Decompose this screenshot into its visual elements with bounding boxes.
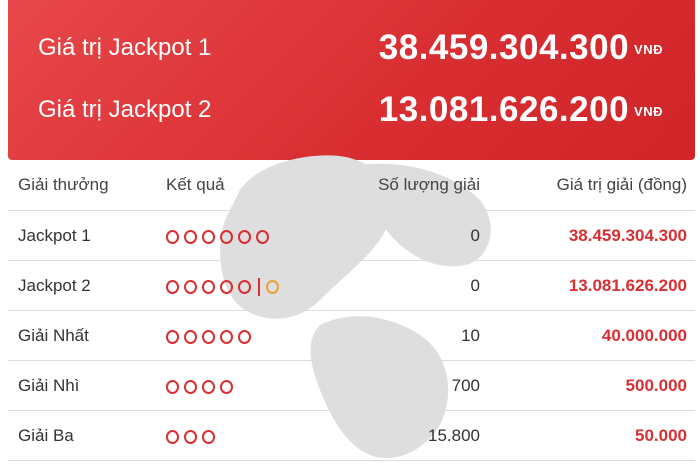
ball-icon bbox=[220, 229, 233, 244]
ball-icon bbox=[184, 429, 197, 444]
jackpot-1-row: Giá trị Jackpot 1 38.459.304.300 VNĐ bbox=[8, 28, 695, 68]
jackpot-2-value: 13.081.626.200 VNĐ bbox=[378, 90, 663, 129]
ball-icon bbox=[220, 329, 233, 344]
bonus-separator bbox=[258, 277, 260, 296]
jackpot-summary-banner: Giá trị Jackpot 1 38.459.304.300 VNĐ Giá … bbox=[8, 0, 695, 160]
prize-value: 40.000.000 bbox=[601, 326, 687, 345]
ball-icon bbox=[202, 429, 215, 444]
jackpot-1-value: 38.459.304.300 VNĐ bbox=[378, 28, 663, 67]
winner-count: 0 bbox=[470, 276, 480, 295]
ball-icon bbox=[238, 329, 251, 344]
winner-count: 0 bbox=[470, 226, 480, 245]
prize-name: Giải Nhì bbox=[18, 376, 80, 395]
ball-icon bbox=[166, 429, 179, 444]
clover-watermark-icon bbox=[220, 155, 491, 459]
winner-count: 700 bbox=[451, 376, 480, 395]
jackpot-2-label: Giá trị Jackpot 2 bbox=[38, 96, 212, 123]
bonus-ball-icon bbox=[266, 279, 279, 294]
ball-icon bbox=[202, 229, 215, 244]
prize-value: 50.000 bbox=[635, 426, 687, 445]
column-header-result: Kết quả bbox=[166, 175, 225, 194]
column-header-prize: Giải thưởng bbox=[18, 175, 109, 194]
ball-icon bbox=[202, 329, 215, 344]
table-row-jackpot-2: Jackpot 2 0 13.081.626.200 bbox=[8, 261, 695, 311]
table-header-row: Giải thưởng Kết quả Số lượng giải Giá tr… bbox=[8, 160, 695, 211]
ball-icon bbox=[184, 279, 197, 294]
result-balls bbox=[166, 261, 284, 311]
ball-icon bbox=[238, 229, 251, 244]
column-header-value: Giá trị giải (đồng) bbox=[556, 175, 687, 194]
prize-name: Giải Ba bbox=[18, 426, 74, 445]
result-balls bbox=[166, 411, 220, 461]
ball-icon bbox=[220, 279, 233, 294]
winner-count: 15.800 bbox=[428, 426, 480, 445]
ball-icon bbox=[166, 329, 179, 344]
table-row-first-prize: Giải Nhất 10 40.000.000 bbox=[8, 311, 695, 361]
jackpot-2-row: Giá trị Jackpot 2 13.081.626.200 VNĐ bbox=[8, 90, 695, 130]
table-row-second-prize: Giải Nhì 700 500.000 bbox=[8, 361, 695, 411]
ball-icon bbox=[220, 379, 233, 394]
prize-name: Giải Nhất bbox=[18, 326, 89, 345]
ball-icon bbox=[166, 279, 179, 294]
ball-icon bbox=[256, 229, 269, 244]
prize-value: 13.081.626.200 bbox=[568, 276, 687, 295]
prize-value: 500.000 bbox=[625, 376, 687, 395]
prize-table: Giải thưởng Kết quả Số lượng giải Giá tr… bbox=[8, 160, 695, 461]
ball-icon bbox=[166, 379, 179, 394]
prize-value: 38.459.304.300 bbox=[568, 226, 687, 245]
table-row-third-prize: Giải Ba 15.800 50.000 bbox=[8, 411, 695, 461]
ball-icon bbox=[184, 329, 197, 344]
column-header-count: Số lượng giải bbox=[378, 175, 480, 194]
table-row-jackpot-1: Jackpot 1 0 38.459.304.300 bbox=[8, 211, 695, 261]
currency-unit: VNĐ bbox=[634, 42, 663, 58]
ball-icon bbox=[166, 229, 179, 244]
result-balls bbox=[166, 211, 274, 261]
ball-icon bbox=[202, 279, 215, 294]
prize-name: Jackpot 1 bbox=[18, 226, 91, 245]
result-balls bbox=[166, 361, 238, 411]
prize-name: Jackpot 2 bbox=[18, 276, 91, 295]
winner-count: 10 bbox=[461, 326, 480, 345]
jackpot-1-label: Giá trị Jackpot 1 bbox=[38, 34, 212, 61]
ball-icon bbox=[238, 279, 251, 294]
ball-icon bbox=[184, 229, 197, 244]
ball-icon bbox=[202, 379, 215, 394]
ball-icon bbox=[184, 379, 197, 394]
result-balls bbox=[166, 311, 256, 361]
currency-unit: VNĐ bbox=[634, 104, 663, 120]
